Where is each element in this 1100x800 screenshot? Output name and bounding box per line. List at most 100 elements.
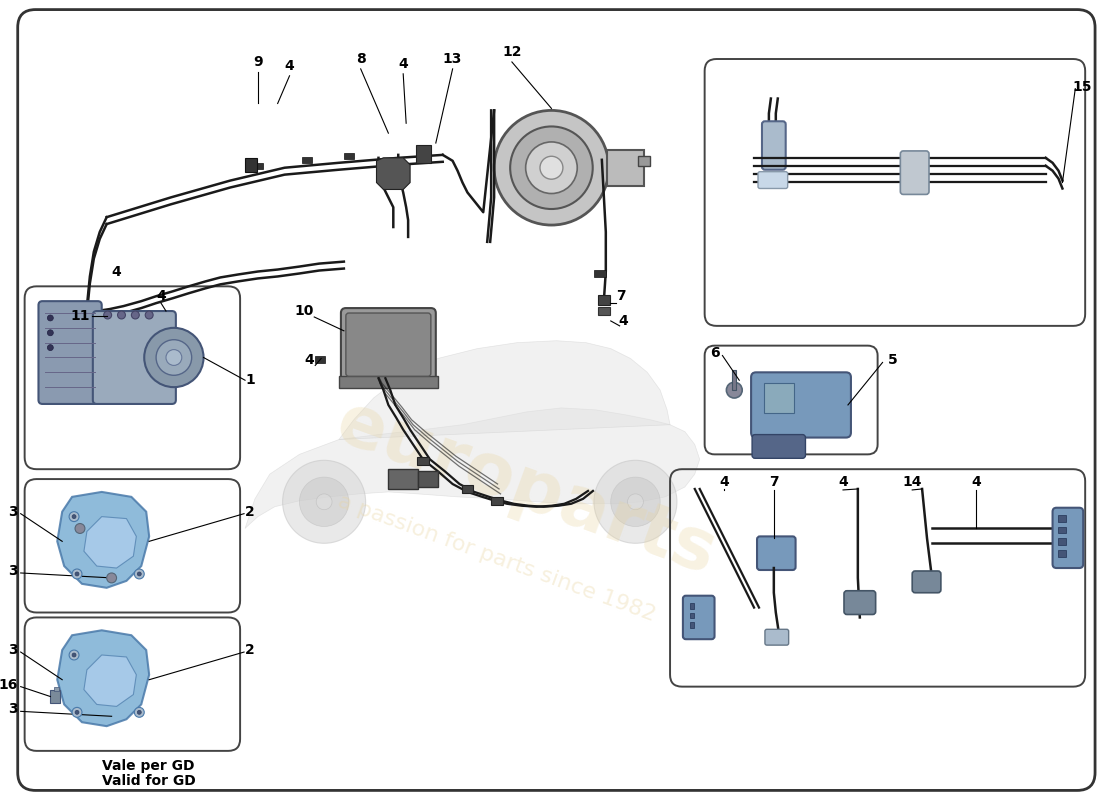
FancyBboxPatch shape [345, 313, 431, 376]
Text: 14: 14 [902, 475, 922, 489]
Text: Vale per GD: Vale per GD [101, 758, 195, 773]
Circle shape [299, 477, 349, 526]
Text: europarts: europarts [328, 388, 726, 590]
Circle shape [138, 572, 141, 576]
Circle shape [75, 710, 79, 714]
Text: 16: 16 [0, 678, 18, 692]
Text: a passion for parts since 1982: a passion for parts since 1982 [336, 491, 659, 625]
Circle shape [75, 523, 85, 534]
Circle shape [73, 514, 76, 518]
Bar [462, 485, 473, 493]
Text: 11: 11 [70, 309, 90, 323]
FancyBboxPatch shape [683, 596, 715, 639]
Text: 4: 4 [618, 314, 628, 328]
Text: 5: 5 [888, 354, 898, 367]
Bar [253, 162, 263, 169]
Circle shape [526, 142, 578, 194]
Bar [598, 307, 609, 315]
Text: 4: 4 [838, 475, 848, 489]
Polygon shape [376, 158, 410, 190]
Polygon shape [245, 408, 700, 529]
Text: 4: 4 [285, 59, 295, 73]
FancyBboxPatch shape [844, 590, 876, 614]
Circle shape [118, 311, 125, 319]
Text: 10: 10 [295, 304, 313, 318]
Bar [339, 376, 438, 388]
Text: 7: 7 [769, 475, 779, 489]
Circle shape [73, 707, 82, 718]
Circle shape [144, 328, 204, 387]
Bar [388, 469, 418, 489]
FancyBboxPatch shape [912, 571, 940, 593]
FancyBboxPatch shape [751, 372, 851, 438]
FancyBboxPatch shape [1053, 508, 1084, 568]
Text: 3: 3 [8, 564, 18, 578]
Text: 13: 13 [443, 52, 462, 66]
Bar [344, 153, 354, 159]
Circle shape [166, 350, 182, 366]
Circle shape [510, 126, 593, 209]
FancyBboxPatch shape [92, 311, 176, 404]
Circle shape [145, 311, 153, 319]
Polygon shape [57, 492, 150, 588]
FancyBboxPatch shape [39, 301, 101, 404]
Circle shape [610, 477, 660, 526]
Circle shape [75, 572, 79, 576]
Bar [690, 602, 694, 609]
Text: 2: 2 [245, 505, 255, 518]
Circle shape [726, 382, 742, 398]
Bar [245, 158, 257, 172]
Circle shape [47, 345, 53, 350]
Circle shape [283, 460, 365, 543]
Text: 3: 3 [8, 643, 18, 657]
Text: 4: 4 [719, 475, 729, 489]
Bar [416, 145, 431, 162]
Text: 3: 3 [8, 702, 18, 716]
Text: 7: 7 [616, 290, 626, 303]
Text: Valid for GD: Valid for GD [101, 774, 196, 787]
Circle shape [47, 315, 53, 321]
Circle shape [131, 311, 140, 319]
Text: 9: 9 [253, 55, 263, 69]
Text: 4: 4 [398, 57, 408, 71]
Text: 4: 4 [156, 290, 166, 303]
Polygon shape [57, 630, 150, 726]
Circle shape [594, 460, 676, 543]
FancyBboxPatch shape [764, 630, 789, 645]
FancyBboxPatch shape [900, 151, 930, 194]
Circle shape [73, 569, 82, 579]
FancyBboxPatch shape [762, 122, 785, 170]
Bar [763, 383, 793, 413]
Text: 2: 2 [245, 643, 255, 657]
Circle shape [69, 512, 79, 522]
Bar [607, 150, 645, 186]
Bar [733, 370, 736, 390]
Circle shape [107, 573, 117, 583]
Circle shape [316, 494, 332, 510]
Polygon shape [339, 341, 670, 439]
FancyBboxPatch shape [752, 434, 805, 458]
Bar [1058, 550, 1066, 557]
Circle shape [540, 156, 563, 179]
Circle shape [156, 340, 191, 375]
Bar [1058, 526, 1066, 534]
Bar [690, 613, 694, 618]
Text: 8: 8 [355, 52, 365, 66]
FancyBboxPatch shape [341, 308, 436, 382]
Circle shape [134, 707, 144, 718]
Circle shape [73, 653, 76, 657]
Bar [302, 157, 312, 162]
Bar [598, 295, 609, 305]
Circle shape [134, 569, 144, 579]
Bar [690, 622, 694, 628]
Circle shape [494, 110, 608, 225]
Text: 4: 4 [971, 475, 981, 489]
Bar [54, 686, 59, 690]
Text: 15: 15 [1072, 80, 1092, 94]
Circle shape [69, 650, 79, 660]
Bar [492, 497, 503, 505]
Bar [417, 458, 429, 466]
Text: 12: 12 [503, 45, 521, 59]
Bar [1058, 514, 1066, 522]
FancyBboxPatch shape [757, 536, 795, 570]
